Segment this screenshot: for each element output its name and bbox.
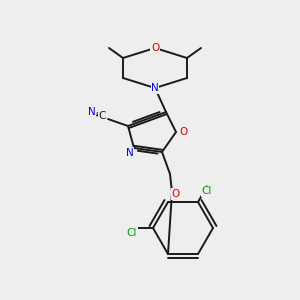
Text: N: N	[151, 83, 159, 93]
Text: O: O	[179, 127, 187, 137]
Text: O: O	[151, 43, 159, 53]
Text: Cl: Cl	[202, 186, 212, 197]
Text: O: O	[172, 189, 180, 199]
Text: N: N	[126, 148, 134, 158]
Text: N: N	[88, 107, 96, 117]
Text: Cl: Cl	[127, 228, 137, 238]
Text: C: C	[98, 111, 106, 121]
